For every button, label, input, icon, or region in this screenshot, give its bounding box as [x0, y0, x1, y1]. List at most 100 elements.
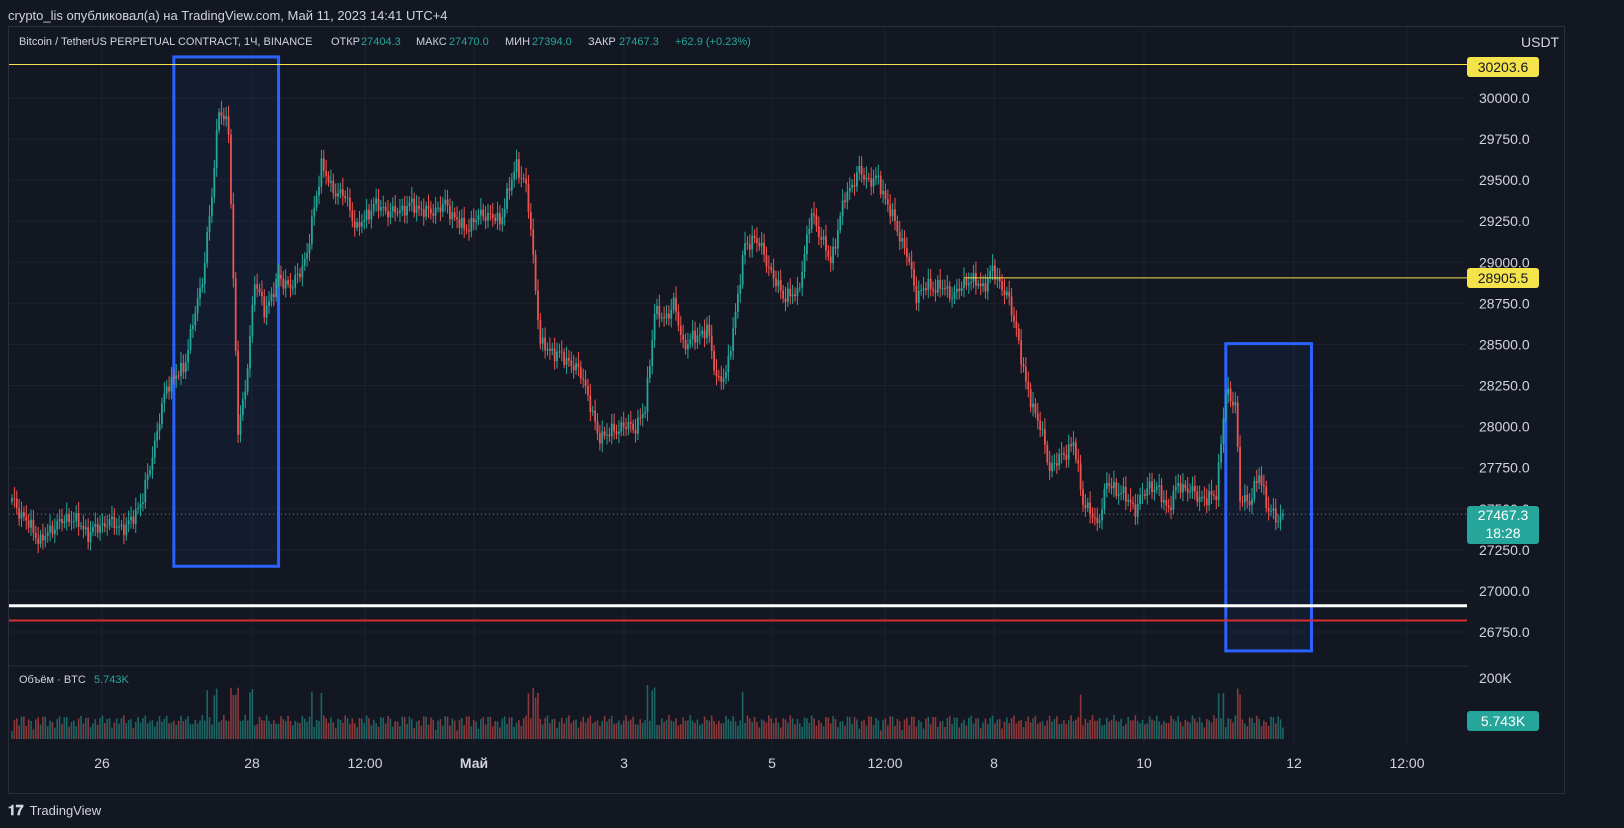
candle-body [684, 340, 687, 350]
volume-bar [1186, 721, 1189, 739]
volume-bar [208, 717, 211, 739]
candle-body [199, 287, 201, 299]
candle-body [1265, 486, 1268, 509]
volume-bar [591, 723, 594, 739]
volume-bar [684, 720, 687, 739]
candle-body [1091, 514, 1094, 518]
candle-body [30, 519, 32, 528]
volume-bar [725, 715, 727, 739]
candle-body [1189, 491, 1191, 493]
volume-bar [372, 719, 375, 739]
candle-body [460, 217, 463, 228]
volume-bar [948, 716, 951, 739]
candle-body [463, 217, 466, 230]
volume-bar [1022, 727, 1025, 739]
candle-body [1224, 394, 1227, 419]
volume-bar [199, 720, 201, 739]
candle-body [506, 188, 508, 209]
candle-body [1201, 496, 1203, 498]
candle-body [798, 287, 801, 289]
volume-bar [815, 725, 818, 739]
candle-body [1096, 517, 1099, 523]
candle-body [808, 228, 811, 235]
volume-bar [289, 721, 292, 739]
candle-body [513, 171, 516, 180]
volume-bar [23, 716, 25, 739]
candle-body [213, 167, 216, 197]
candle-body [132, 516, 135, 524]
candle-body [227, 116, 230, 135]
highlight-box [172, 55, 281, 568]
volume-bar [1165, 722, 1168, 739]
chart-frame[interactable]: 30000.0 29750.0 29500.0 29250.0 29000.0 28750… [8, 26, 1565, 794]
candle-body [458, 219, 461, 228]
volume-bar [777, 722, 780, 739]
candle-body [451, 212, 454, 220]
candle-body [825, 236, 827, 251]
candle-body [670, 309, 673, 319]
volume-bar [608, 718, 611, 739]
candle-body [446, 199, 449, 206]
candle-body [158, 424, 161, 432]
volume-bar [1027, 716, 1030, 739]
candle-body [32, 519, 35, 534]
chart-canvas[interactable]: 30000.0 29750.0 29500.0 29250.0 29000.0 28750… [9, 27, 1564, 793]
volume-bar [503, 716, 506, 739]
volume-bar [1205, 718, 1208, 739]
volume-bar [227, 721, 230, 739]
volume-bar [137, 717, 139, 739]
candle-body [215, 130, 218, 168]
candle-body [382, 206, 385, 208]
candle-body [1044, 429, 1046, 445]
candle-body [941, 288, 944, 290]
candle-body [727, 355, 730, 373]
candle-body [1034, 403, 1037, 414]
volume-bar [934, 717, 937, 739]
volume-bar [558, 722, 561, 739]
volume-bar [392, 726, 394, 739]
volume-bar [194, 719, 197, 739]
volume-bar [879, 730, 882, 739]
candle-body [682, 334, 685, 341]
candle-body [829, 256, 832, 264]
candle-body [975, 272, 977, 286]
candle-body [737, 293, 739, 312]
candle-body [908, 256, 911, 262]
volume-bar [1046, 720, 1049, 739]
candle-body [365, 209, 368, 220]
candle-body [432, 213, 435, 216]
candle-body [284, 280, 287, 289]
candle-body [803, 253, 806, 272]
volume-bar [1127, 716, 1130, 739]
candle-body [287, 280, 289, 285]
candle-body [746, 243, 749, 245]
candle-body [548, 348, 551, 351]
candle-body [891, 209, 894, 217]
candle-body [1174, 486, 1177, 491]
publish-header: crypto_lis опубликовал(а) на TradingView… [8, 8, 448, 23]
volume-bar [694, 722, 696, 739]
volume-bar [127, 720, 130, 739]
candle-body [1274, 508, 1277, 523]
volume-bar [672, 721, 675, 739]
volume-bar [860, 721, 863, 739]
volume-bar [123, 715, 125, 739]
candle-body [479, 209, 482, 216]
volume-bar [420, 725, 423, 739]
footer: 𝟏𝟕 TradingView [8, 802, 101, 819]
volume-bar [192, 724, 194, 739]
candle-body [856, 172, 858, 187]
candle-body [960, 287, 963, 291]
candle-body [1098, 520, 1101, 523]
footer-brand[interactable]: TradingView [29, 803, 102, 818]
countdown: 18:28 [1485, 525, 1520, 541]
volume-bar [901, 730, 903, 739]
volume-label: Объём · BTC [19, 674, 86, 686]
candle-body [429, 208, 432, 214]
candle-body [967, 283, 970, 286]
volume-bar [584, 722, 587, 739]
candle-body [161, 403, 163, 425]
tradingview-logo-icon[interactable]: 𝟏𝟕 [8, 802, 24, 818]
volume-bar [970, 715, 972, 739]
volume-bar [1120, 718, 1122, 739]
